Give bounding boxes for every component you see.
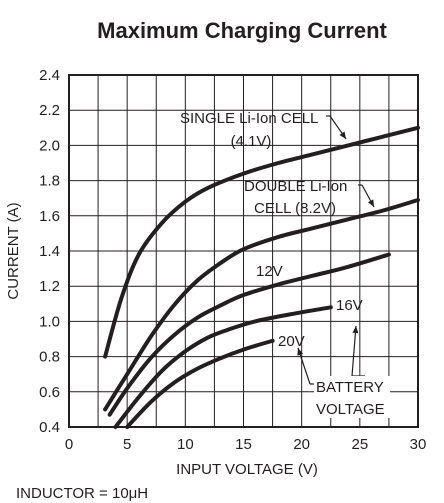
label-single-cell-voltage: (4.1V) xyxy=(231,133,272,150)
inductor-note: INDUCTOR = 10μH xyxy=(16,485,148,502)
y-tick-label: 1.2 xyxy=(39,278,60,295)
battery-arrow-20v-head xyxy=(297,348,304,356)
plot-frame xyxy=(68,74,419,428)
x-tick-label: 15 xyxy=(235,436,252,453)
battery-label-backdrop xyxy=(314,376,390,418)
y-tick-label: 0.8 xyxy=(39,349,60,366)
x-tick-label: 25 xyxy=(351,436,368,453)
label-16v: 16V xyxy=(336,297,363,314)
y-tick-label: 1.6 xyxy=(39,208,60,225)
x-tick-label: 5 xyxy=(123,436,131,453)
annotation-leaders xyxy=(297,115,375,385)
series-line-double-cell xyxy=(103,198,420,412)
y-tick-label: 0.6 xyxy=(39,384,60,401)
label-double-cell: DOUBLE Li-Ion xyxy=(244,178,347,195)
chart-title: Maximum Charging Current xyxy=(97,18,387,43)
label-20v: 20V xyxy=(278,333,305,350)
y-tick-label: 1.4 xyxy=(39,243,60,260)
series-lines xyxy=(103,125,420,429)
label-voltage: VOLTAGE xyxy=(316,401,385,418)
battery-arrow-16v xyxy=(351,325,357,377)
series-line-20v xyxy=(125,338,275,429)
single-cell-arrow-head xyxy=(339,131,346,139)
x-tick-label: 0 xyxy=(65,436,73,453)
series-line-12v xyxy=(107,252,391,417)
double-cell-arrow-head xyxy=(368,199,374,207)
y-tick-label: 2.2 xyxy=(39,102,60,119)
x-tick-label: 30 xyxy=(410,436,427,453)
label-12v: 12V xyxy=(256,263,283,280)
x-tick-labels: 0 5 10 15 20 25 30 xyxy=(65,436,427,453)
x-tick-label: 10 xyxy=(177,436,194,453)
series-line-16v xyxy=(113,305,333,429)
label-double-cell-voltage: CELL (8.2V) xyxy=(254,200,336,217)
y-tick-label: 2.4 xyxy=(39,67,60,84)
x-axis-label: INPUT VOLTAGE (V) xyxy=(176,461,318,478)
label-single-cell: SINGLE Li-Ion CELL xyxy=(180,110,318,127)
y-axis-label: CURRENT (A) xyxy=(5,202,22,299)
series-line-single-cell xyxy=(103,125,420,359)
battery-arrow-16v-head xyxy=(352,326,359,334)
y-tick-label: 1.8 xyxy=(39,173,60,190)
label-battery: BATTERY xyxy=(316,379,384,396)
y-tick-label: 1.0 xyxy=(39,313,60,330)
y-tick-label: 0.4 xyxy=(39,419,60,436)
y-tick-labels: 0.4 0.6 0.8 1.0 1.2 1.4 1.6 1.8 2.0 2.2 2.4 xyxy=(39,67,60,436)
y-tick-label: 2.0 xyxy=(39,137,60,154)
x-tick-label: 20 xyxy=(293,436,310,453)
